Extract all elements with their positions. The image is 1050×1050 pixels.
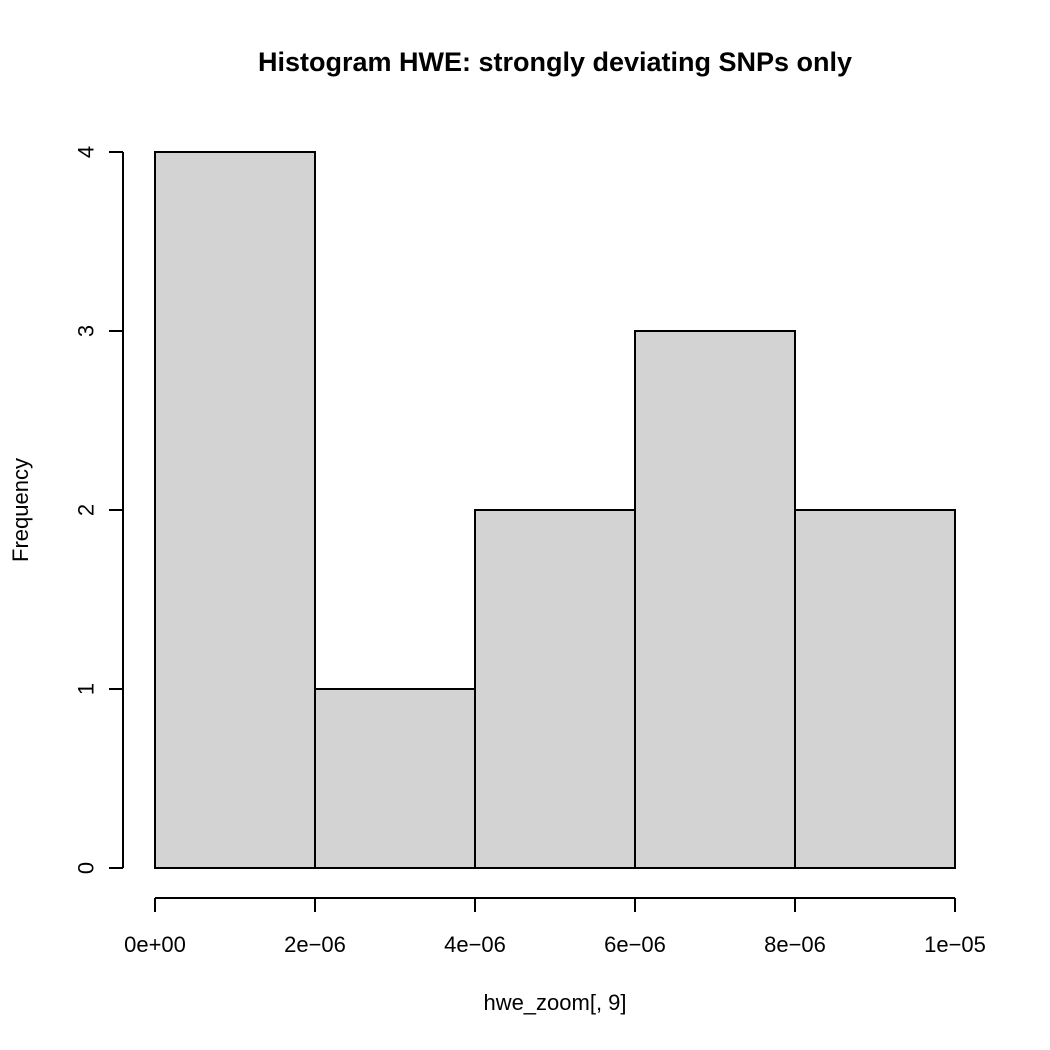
histogram-bar-5 (794, 509, 956, 869)
y-axis: 0 1 2 3 4 (74, 146, 124, 874)
x-tick-label-1: 0e+00 (124, 932, 186, 957)
x-tick-label-3: 4e−06 (444, 932, 506, 957)
y-tick-label-4: 3 (74, 325, 99, 337)
y-tick-label-2: 1 (74, 683, 99, 695)
x-tick-label-2: 2e−06 (284, 932, 346, 957)
chart-title: Histogram HWE: strongly deviating SNPs o… (258, 47, 852, 77)
x-tick-label-5: 8e−06 (764, 932, 826, 957)
x-axis-label: hwe_zoom[, 9] (483, 990, 626, 1015)
histogram-bar-2 (314, 688, 476, 869)
x-tick-label-6: 1e−05 (924, 932, 986, 957)
y-axis-label: Frequency (8, 458, 33, 562)
bars (154, 151, 956, 869)
x-tick-label-4: 6e−06 (604, 932, 666, 957)
y-tick-label-5: 4 (74, 146, 99, 158)
y-tick-label-1: 0 (74, 862, 99, 874)
histogram-bar-1 (154, 151, 316, 869)
y-tick-label-3: 2 (74, 504, 99, 516)
histogram-bar-4 (634, 330, 796, 869)
histogram-bar-3 (474, 509, 636, 869)
x-axis: 0e+00 2e−06 4e−06 6e−06 8e−06 1e−05 (124, 897, 986, 957)
